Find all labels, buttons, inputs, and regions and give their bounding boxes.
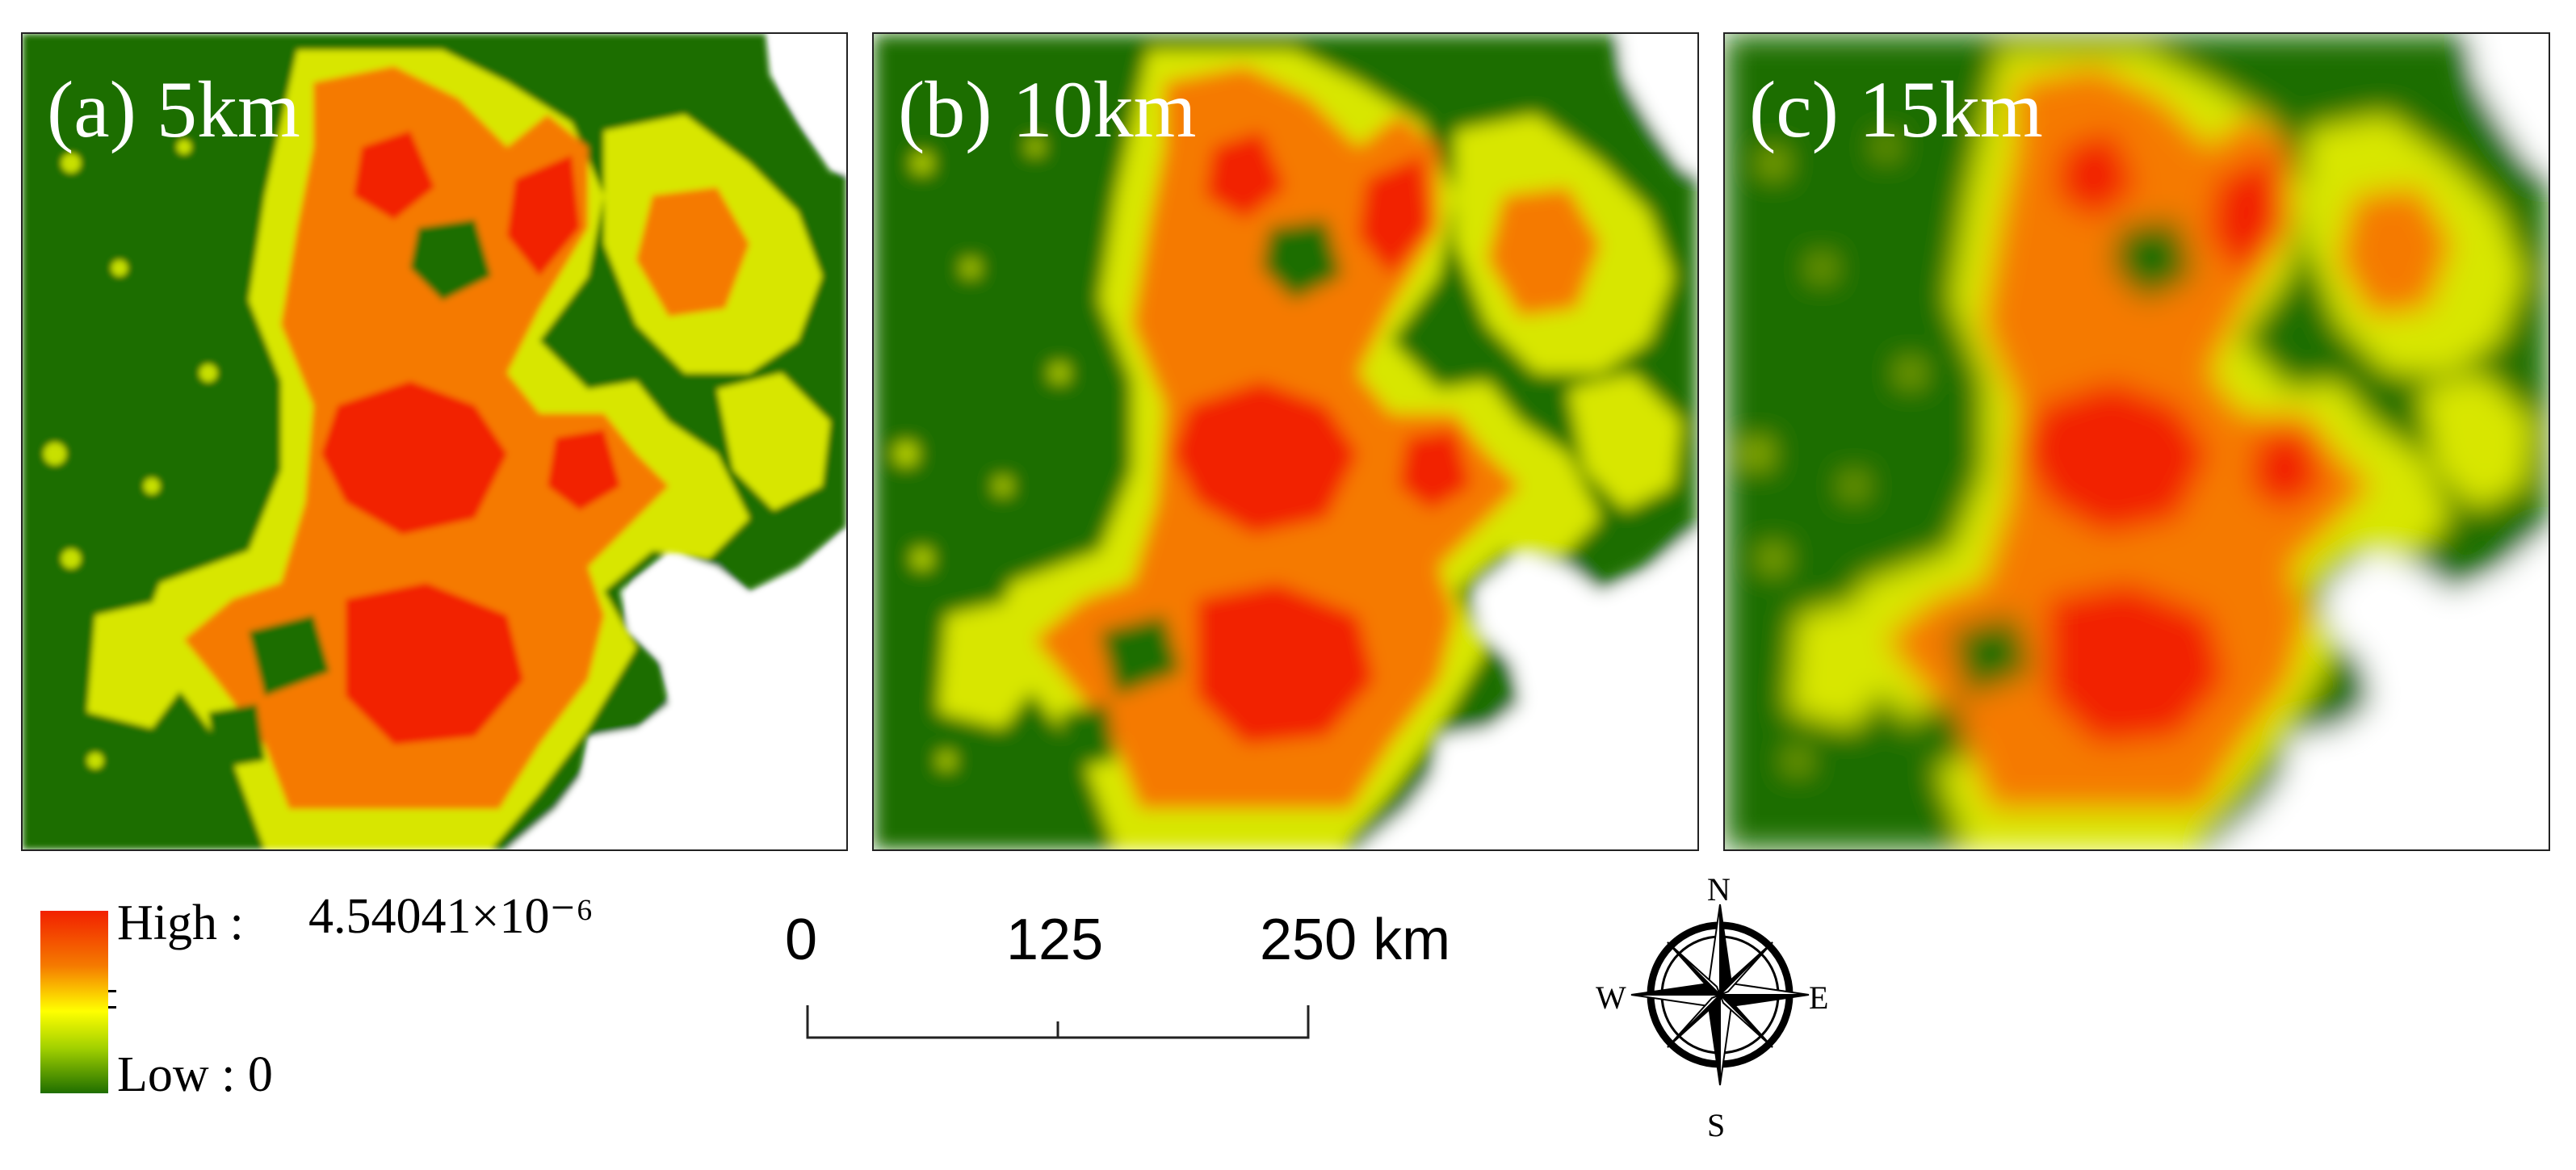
compass-east: E: [1809, 979, 1829, 1016]
compass-north: N: [1707, 871, 1731, 908]
legend-tick: [108, 990, 116, 992]
density-map-10km: [874, 34, 1697, 849]
compass-rose-icon: [1630, 904, 1810, 1086]
scale-bar: [806, 1005, 1310, 1039]
legend-low-label: Low : 0: [117, 1047, 273, 1102]
map-panel-10km: (b) 10km: [872, 32, 1699, 851]
compass-south: S: [1707, 1107, 1726, 1143]
panel-label-c: (c) 15km: [1749, 65, 2043, 154]
legend-high-label: High :: [117, 895, 244, 950]
scale-tick-250: 250 km: [1260, 908, 1451, 972]
scale-tick-0: 0: [785, 908, 818, 972]
legend-color-ramp: [40, 911, 108, 1093]
panel-label-a: (a) 5km: [47, 65, 300, 154]
compass-west: W: [1596, 979, 1626, 1016]
map-panel-15km: (c) 15km: [1723, 32, 2550, 851]
panel-label-b: (b) 10km: [898, 65, 1197, 154]
map-panel-5km: (a) 5km: [21, 32, 848, 851]
legend-high-value: 4.54041×10⁻⁶: [308, 889, 594, 944]
density-map-15km: [1725, 34, 2549, 849]
density-map-5km: [23, 34, 846, 849]
scale-tick-125: 125: [1006, 908, 1104, 972]
legend-tick: [108, 1006, 116, 1009]
